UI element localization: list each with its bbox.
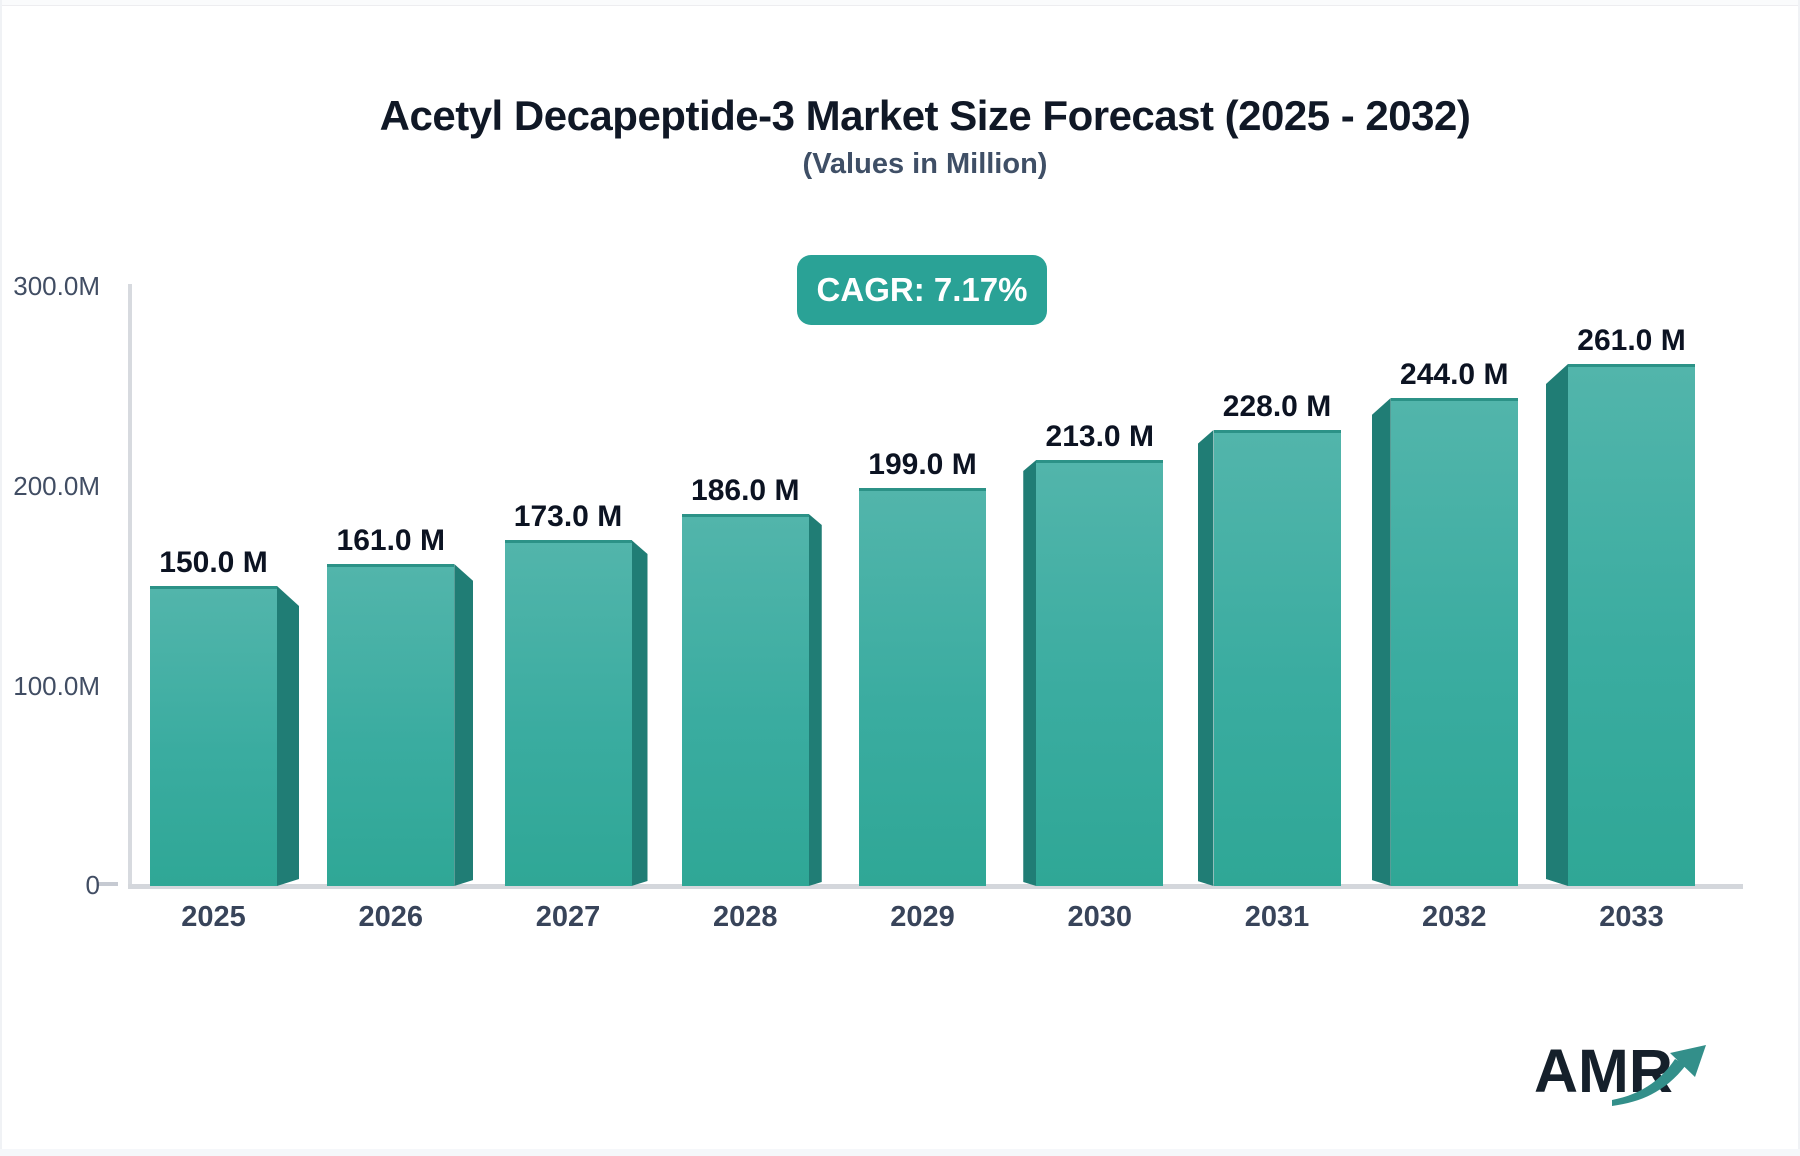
bar-side-face-2027 [632, 540, 648, 886]
bar-side-face-2026 [454, 564, 473, 886]
bar-2029 [859, 488, 986, 886]
x-axis-label-2031: 2031 [1244, 901, 1310, 933]
y-axis-tick-label-100.0M: 100.0M [13, 671, 100, 701]
bar-2027 [504, 540, 632, 886]
y-axis-tick-label-300.0M: 300.0M [13, 271, 100, 301]
y-axis-tick-label-200.0M: 200.0M [13, 471, 100, 501]
bar-2033 [1568, 364, 1695, 886]
bar-value-label-2027: 173.0 M [513, 500, 623, 533]
x-axis-label-2033: 2033 [1599, 901, 1664, 933]
amr-logo: AMR [1528, 1030, 1728, 1116]
bar-side-face-2028 [809, 514, 822, 886]
bar-value-label-2030: 213.0 M [1045, 420, 1154, 453]
bar-side-face-2030 [1023, 460, 1036, 886]
bar-2031 [1213, 430, 1341, 886]
bar-2025 [150, 586, 277, 886]
bar-2030 [1036, 460, 1164, 886]
frame-bottom-edge [0, 1149, 1800, 1156]
frame-left-edge [0, 0, 2, 1156]
bar-2032 [1390, 398, 1518, 886]
x-axis-label-2026: 2026 [358, 901, 423, 933]
bar-value-label-2032: 244.0 M [1400, 358, 1509, 391]
x-axis-line [128, 884, 1743, 889]
x-axis-label-2028: 2028 [712, 901, 778, 933]
y-axis-tick-label-0: 0 [85, 870, 100, 900]
logo-arrow-icon [1612, 1045, 1706, 1106]
bar-value-label-2026: 161.0 M [336, 524, 445, 557]
frame-right-edge [1798, 0, 1800, 1156]
zero-tick-mark [98, 882, 118, 886]
bar-value-label-2029: 199.0 M [868, 448, 977, 481]
x-axis-label-2025: 2025 [181, 901, 246, 933]
bar-side-face-2031 [1198, 430, 1214, 886]
cagr-badge: CAGR: 7.17% [797, 255, 1047, 325]
x-axis-label-2030: 2030 [1067, 901, 1132, 933]
bar-value-label-2031: 228.0 M [1222, 390, 1332, 423]
bar-value-label-2025: 150.0 M [159, 546, 268, 579]
bar-value-label-2028: 186.0 M [691, 474, 800, 507]
x-axis-label-2032: 2032 [1421, 901, 1487, 933]
bar-2028 [681, 514, 809, 886]
chart-subtitle: (Values in Million) [802, 148, 1048, 180]
y-axis-line [128, 284, 132, 886]
bar-side-face-2032 [1372, 398, 1391, 886]
frame-top-edge [0, 0, 1800, 6]
bar-side-face-2025 [277, 586, 299, 886]
chart-title: Acetyl Decapeptide-3 Market Size Forecas… [379, 92, 1471, 139]
bar-side-face-2033 [1546, 364, 1568, 886]
bar-value-label-2033: 261.0 M [1577, 324, 1686, 357]
x-axis-label-2029: 2029 [890, 901, 955, 933]
bar-2026 [327, 564, 455, 886]
x-axis-label-2027: 2027 [535, 901, 601, 933]
